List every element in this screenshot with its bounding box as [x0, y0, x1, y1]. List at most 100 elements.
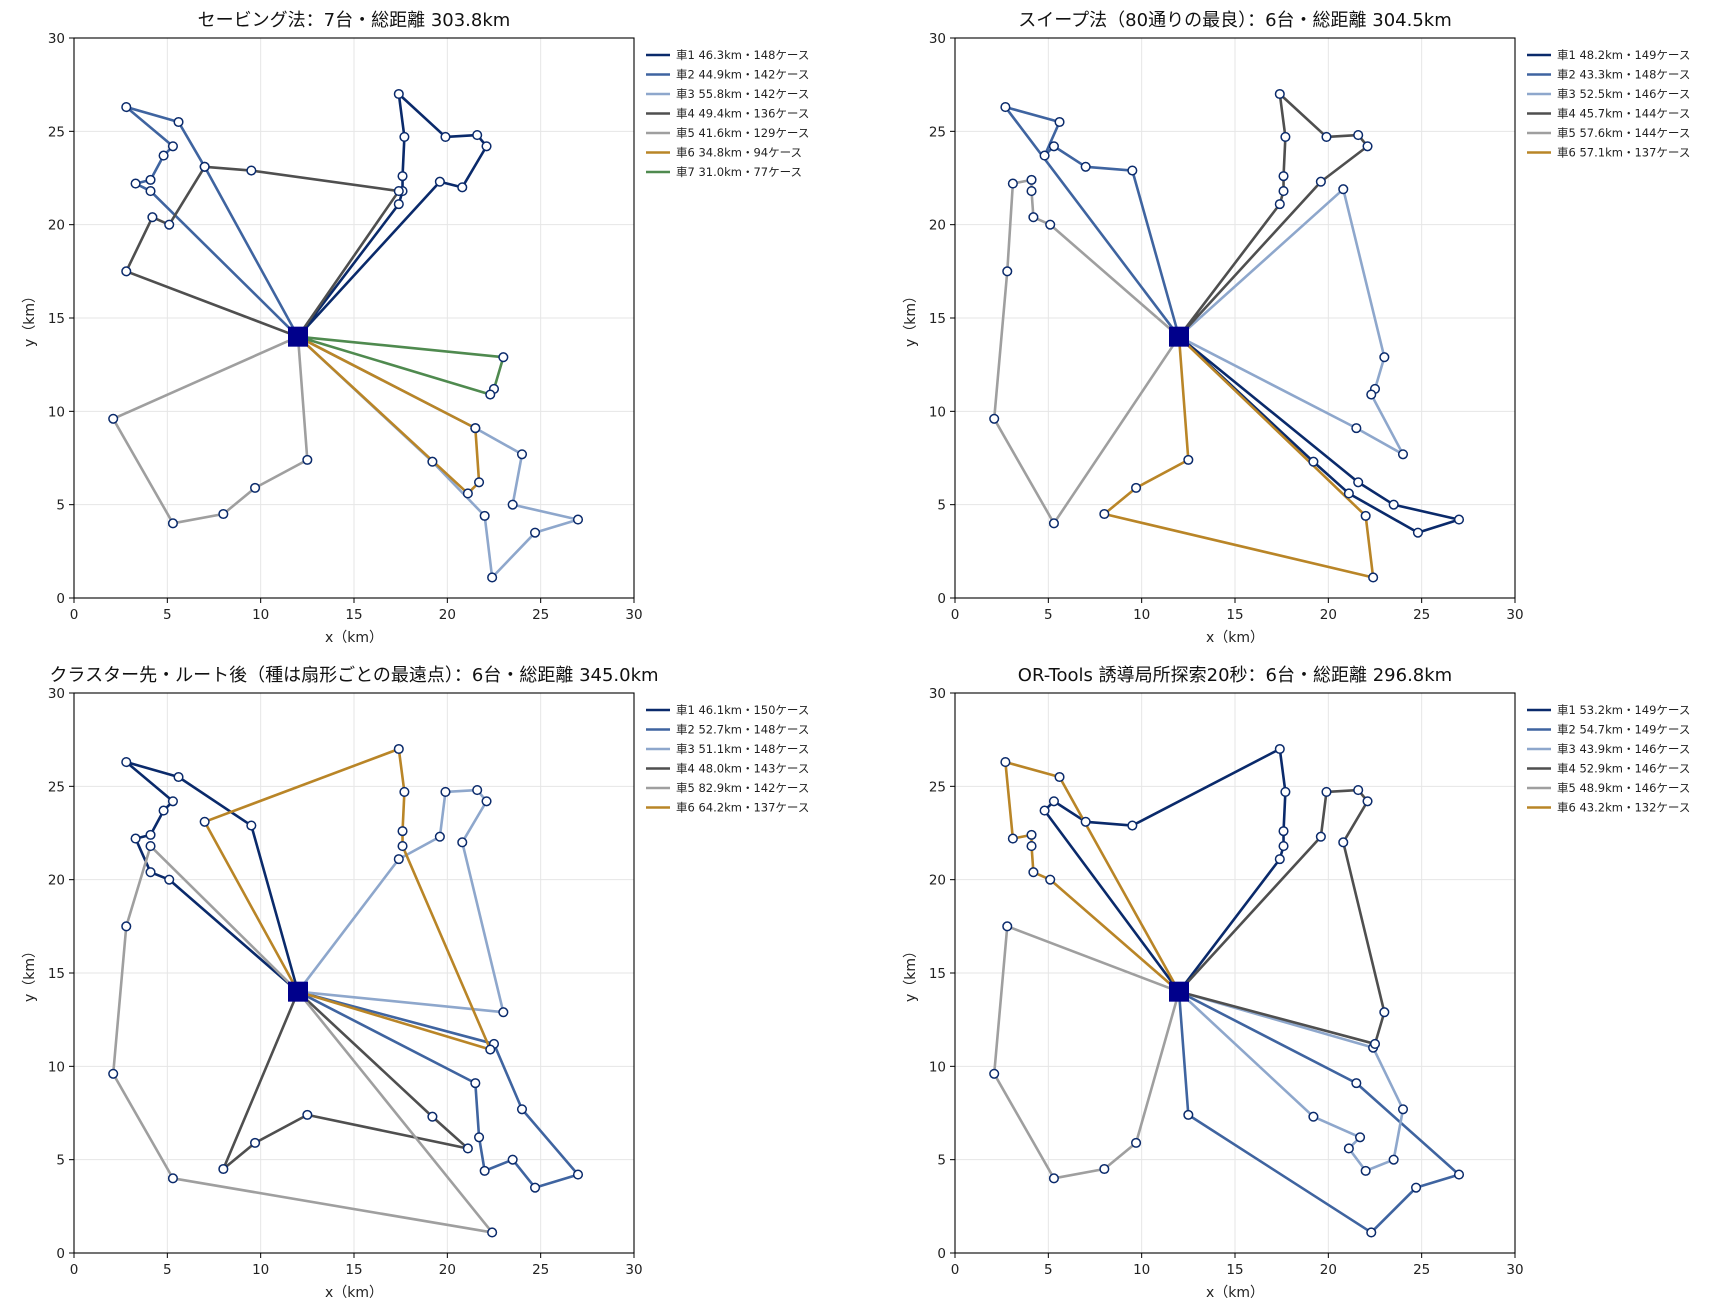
customer-point [399, 131, 410, 142]
customer-point [1360, 1165, 1371, 1176]
y-tick-label: 15 [929, 966, 946, 982]
x-axis-label: x（km） [1206, 630, 1264, 646]
customer-point [507, 1154, 518, 1165]
chart-panel-3: 0 5 10 15 20 25 30 0 5 10 15 20 25 30 x（km） y（km） クラスター先… [22, 665, 809, 1301]
x-tick-label: 15 [1226, 607, 1243, 623]
legend-label-vehicle-6: 車6 43.2km・132ケース [1557, 801, 1690, 815]
depot-marker [288, 981, 308, 1002]
customer-point [250, 1137, 261, 1148]
y-tick-label: 5 [56, 498, 65, 514]
customer-point [121, 921, 132, 932]
customer-point [1045, 874, 1056, 885]
customer-point [173, 116, 184, 128]
route-line-vehicle-1 [296, 92, 488, 338]
customer-point [167, 141, 178, 152]
customer-point [479, 1165, 490, 1176]
y-tick-label: 20 [929, 218, 946, 234]
customer-point [989, 413, 1000, 424]
customer-point [218, 1163, 229, 1175]
legend-label-vehicle-1: 車1 46.1km・150ケース [676, 703, 809, 717]
customer-point [164, 219, 175, 230]
customer-point [1026, 829, 1037, 840]
customer-point [302, 1109, 313, 1120]
legend-label-vehicle-4: 車4 49.4km・136ケース [676, 107, 809, 121]
legend-label-vehicle-5: 車5 82.9km・142ケース [676, 781, 809, 795]
x-tick-label: 10 [1133, 1262, 1150, 1278]
customer-point [516, 1104, 528, 1115]
customer-point [397, 171, 408, 182]
customer-point [1362, 141, 1373, 152]
customer-point [434, 831, 445, 842]
customer-point [1321, 131, 1332, 142]
customer-point [1183, 1109, 1194, 1120]
legend-label-vehicle-3: 車3 43.9km・146ケース [1557, 742, 1690, 756]
customer-point [1280, 786, 1291, 797]
x-tick-label: 30 [1506, 607, 1523, 623]
customer-point [399, 786, 410, 797]
customer-point [474, 1132, 485, 1143]
customer-point [1278, 826, 1289, 837]
customer-point [572, 514, 584, 525]
customer-point [472, 130, 483, 141]
y-tick-label: 20 [48, 218, 65, 234]
customer-point [485, 389, 496, 400]
customer-point [158, 150, 169, 161]
customer-point [145, 186, 156, 197]
x-tick-label: 0 [951, 1262, 960, 1278]
customer-point [1131, 482, 1142, 493]
customer-point [1411, 1182, 1422, 1193]
customer-point [1274, 854, 1285, 865]
route-line-vehicle-6 [296, 335, 481, 495]
legend-label-vehicle-3: 車3 55.8km・142ケース [676, 87, 809, 101]
customer-point [130, 833, 141, 844]
customer-point [199, 161, 210, 172]
y-tick-label: 25 [929, 124, 946, 140]
customer-point [145, 829, 156, 840]
customer-point [1099, 508, 1110, 520]
depot-marker [288, 326, 308, 347]
legend-label-vehicle-6: 車6 34.8km・94ケース [676, 146, 802, 160]
customer-point [145, 841, 156, 852]
customer-point [130, 178, 141, 189]
route-line-vehicle-5 [992, 925, 1181, 1180]
y-tick-label: 5 [937, 1153, 946, 1169]
customer-points [108, 743, 584, 1238]
customer-point [427, 1111, 438, 1122]
route-line-vehicle-3 [1177, 990, 1405, 1173]
legend-label-vehicle-3: 車3 51.1km・148ケース [676, 742, 809, 756]
customer-point [989, 1068, 1000, 1079]
y-tick-label: 0 [56, 1246, 65, 1262]
depot-marker [1169, 981, 1189, 1002]
customer-point [1026, 186, 1037, 197]
x-tick-label: 30 [1506, 1262, 1523, 1278]
customer-point [108, 413, 119, 424]
customer-point [485, 1044, 496, 1055]
y-tick-label: 25 [48, 124, 65, 140]
legend-label-vehicle-1: 車1 46.3km・148ケース [676, 48, 809, 62]
chart-panel-4: 0 5 10 15 20 25 30 0 5 10 15 20 25 30 x（km） y（km） OR-Too… [903, 665, 1690, 1301]
y-tick-label: 10 [48, 1059, 65, 1075]
customer-point [158, 805, 169, 816]
y-tick-label: 0 [56, 591, 65, 607]
chart-title: スイープ法（80通りの最良）：6台・総距離 304.5km [1018, 10, 1452, 31]
customer-point [1369, 1038, 1381, 1049]
customer-point [516, 449, 528, 460]
customer-points [989, 743, 1465, 1238]
customer-point [393, 88, 404, 100]
legend-label-vehicle-6: 車6 64.2km・137ケース [676, 801, 809, 815]
customer-point [1183, 454, 1194, 465]
customer-point [164, 874, 175, 885]
customer-point [1026, 841, 1037, 852]
customer-point [457, 182, 468, 193]
customer-point [1007, 178, 1018, 189]
x-tick-label: 20 [1320, 607, 1337, 623]
y-tick-label: 0 [937, 1246, 946, 1262]
y-tick-label: 15 [929, 311, 946, 327]
customer-point [397, 841, 408, 852]
customer-point [434, 176, 445, 187]
chart-panel-2: 0 5 10 15 20 25 30 0 5 10 15 20 25 30 x（km） y（km） スイープ法（… [903, 10, 1690, 646]
customer-point [1453, 514, 1465, 525]
customer-point [1127, 165, 1138, 176]
customer-points [989, 88, 1465, 583]
legend-label-vehicle-4: 車4 45.7km・144ケース [1557, 107, 1690, 121]
